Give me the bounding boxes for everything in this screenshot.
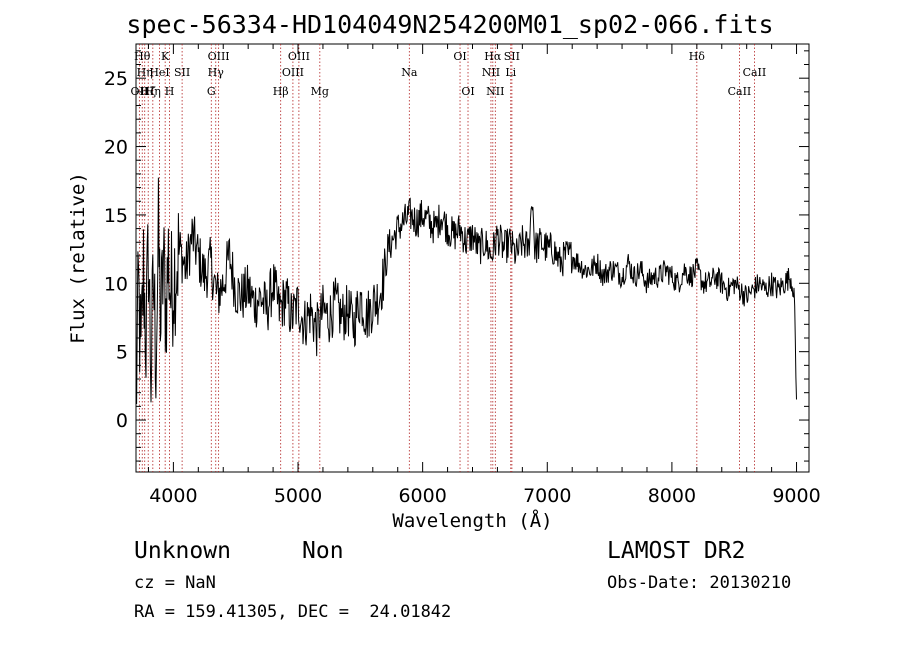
spectral-line-labels: OIIHθHηHζHηHeIKHSIIGHγOIIIHβOIIIOIIIMgNa…: [131, 50, 767, 98]
line-marker-label: Hζ: [140, 85, 156, 98]
line-marker-label: Hα: [484, 50, 502, 63]
x-tick-label: 7000: [523, 485, 571, 507]
observation-date: Obs-Date: 20130210: [607, 573, 792, 593]
line-marker-label: Hδ: [689, 50, 706, 63]
plot-frame: [135, 43, 810, 473]
line-marker-label: OIII: [288, 50, 310, 63]
y-tick-label: 0: [116, 410, 128, 432]
axis-ticks: [136, 44, 809, 472]
line-marker-label: Hη: [137, 66, 153, 79]
line-marker-label: SII: [174, 66, 190, 79]
survey-name: LAMOST DR2: [607, 538, 746, 564]
line-marker-label: H: [165, 85, 175, 98]
line-marker-label: OIII: [208, 50, 230, 63]
line-marker-label: K: [161, 50, 170, 63]
line-marker-label: Na: [401, 66, 418, 79]
axis-tick-labels: 4000 5000 6000 7000 8000 9000 0 5 10 15 20 25: [104, 68, 821, 507]
x-tick-label: 5000: [274, 485, 322, 507]
line-marker-label: OI: [461, 85, 474, 98]
y-tick-label: 25: [104, 68, 128, 90]
line-marker-label: Hη: [145, 85, 161, 98]
x-tick-label: 8000: [648, 485, 696, 507]
chart-title: spec-56334-HD104049N254200M01_sp02-066.f…: [126, 10, 774, 39]
line-marker-label: G: [207, 85, 216, 98]
line-marker-label: Hγ: [208, 66, 225, 79]
line-marker-label: Li: [505, 66, 516, 79]
line-marker-label: OIII: [282, 66, 304, 79]
line-marker-label: CaII: [728, 85, 752, 98]
y-axis-label: Flux (relative): [67, 172, 89, 344]
line-marker-label: NII: [486, 85, 504, 98]
spectral-line-markers: [138, 44, 755, 472]
line-marker-label: OI: [453, 50, 466, 63]
y-tick-label: 10: [104, 273, 128, 295]
object-class: Unknown: [134, 538, 231, 564]
redshift-text: cz = NaN: [134, 573, 216, 593]
y-tick-label: 5: [116, 342, 128, 364]
line-marker-label: HeI: [149, 66, 169, 79]
coordinates-text: RA = 159.41305, DEC = 24.01842: [134, 602, 452, 622]
line-marker-label: Hβ: [273, 85, 289, 98]
line-marker-label: Hθ: [134, 50, 151, 63]
spectrum-line: [135, 177, 797, 405]
x-axis-label: Wavelength (Å): [392, 510, 553, 532]
y-tick-label: 15: [104, 205, 128, 227]
x-tick-label: 4000: [149, 485, 197, 507]
line-marker-label: CaII: [743, 66, 767, 79]
line-marker-label: Mg: [311, 85, 329, 98]
object-subclass: Non: [302, 538, 344, 564]
line-marker-label: SII: [504, 50, 520, 63]
x-tick-label: 9000: [772, 485, 820, 507]
line-marker-label: NII: [482, 66, 500, 79]
y-tick-label: 20: [104, 137, 128, 159]
x-tick-label: 6000: [398, 485, 446, 507]
